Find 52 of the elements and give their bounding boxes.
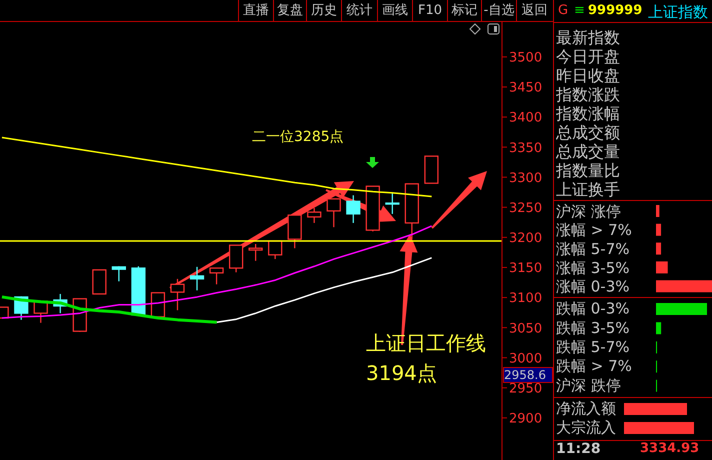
text: 上证指数 xyxy=(648,3,708,22)
text: 总成交量 xyxy=(556,142,620,161)
text: 指数量比 xyxy=(556,161,620,180)
y-tick-label: 2900 xyxy=(509,412,542,426)
text: 11:28 xyxy=(556,441,601,457)
text: 总成交额 xyxy=(556,123,620,142)
annotation: 二一位3285点 xyxy=(252,128,344,146)
y-tick-label: 3400 xyxy=(509,110,542,126)
text: 直播 xyxy=(238,0,273,21)
annotation: 上证日工作线 3194点 xyxy=(366,330,486,387)
y-tick-label: 3250 xyxy=(509,200,542,216)
y-tick-label: 涨幅 0-3% xyxy=(556,278,630,296)
y-tick-label: 涨幅 3-5% xyxy=(556,258,630,277)
y-tick-label: 大宗流入 xyxy=(556,418,616,436)
text: ≡ xyxy=(574,3,585,18)
y-tick-label: 涨幅 > 7% xyxy=(556,221,632,240)
y-tick-label: 跌幅 0-3% xyxy=(556,300,630,318)
text: -自选 xyxy=(481,0,516,21)
y-tick-label: 3500 xyxy=(509,50,542,66)
text: 2958.6 xyxy=(503,367,553,383)
text: 画线 xyxy=(377,0,412,21)
y-tick-label: 2950 xyxy=(509,381,542,396)
text: G xyxy=(558,3,568,18)
y-tick-label: 净流入额 xyxy=(556,400,616,418)
text: 统计 xyxy=(341,0,377,21)
text: 999999 xyxy=(588,3,642,18)
y-tick-label: 3000 xyxy=(509,351,542,366)
text: 今日开盘 xyxy=(556,47,620,66)
y-tick-label: 跌幅 5-7% xyxy=(556,338,630,356)
y-tick-label: 3450 xyxy=(509,80,542,96)
text: 昨日收盘 xyxy=(556,66,620,85)
y-tick-label: 3100 xyxy=(509,291,542,306)
y-tick-label: 沪深 跌停 xyxy=(556,376,621,394)
text: 历史 xyxy=(306,0,341,21)
text: 3334.93 xyxy=(640,441,700,456)
y-tick-label: 跌幅 > 7% xyxy=(556,357,632,376)
y-tick-label: 3150 xyxy=(509,261,542,276)
text: 最新指数 xyxy=(556,28,620,47)
y-tick-label: 3300 xyxy=(509,170,542,186)
y-tick-label: 沪深 涨停 xyxy=(556,202,621,220)
text: F10 xyxy=(412,0,447,21)
y-tick-label: 跌幅 3-5% xyxy=(556,318,630,337)
text: 返回 xyxy=(516,0,552,21)
text: 标记 xyxy=(447,0,481,21)
y-tick-label: 3050 xyxy=(509,321,542,336)
y-tick-label: 3350 xyxy=(509,140,542,156)
text: 上证换手 xyxy=(556,180,620,199)
text: 指数涨幅 xyxy=(556,104,620,123)
y-tick-label: 3200 xyxy=(509,231,542,246)
text: 指数涨跌 xyxy=(556,85,620,104)
text: 复盘 xyxy=(273,0,306,21)
y-tick-label: 涨幅 5-7% xyxy=(556,240,630,258)
